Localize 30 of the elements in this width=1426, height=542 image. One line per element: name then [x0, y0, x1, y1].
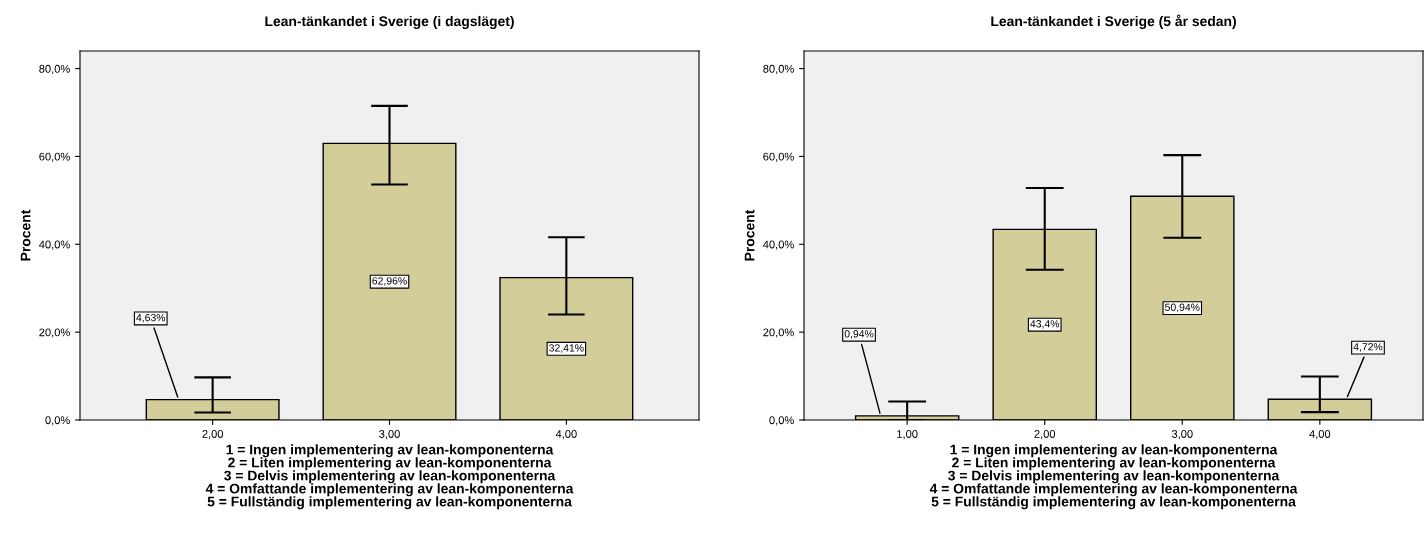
x-tick-label: 2,00: [1034, 430, 1056, 440]
x-tick-label: 3,00: [379, 430, 400, 440]
x-tick-label: 1,00: [897, 430, 918, 440]
y-axis-title: Procent: [20, 209, 31, 261]
y-tick-label: 20,0%: [763, 328, 794, 338]
chart-title: Lean-tänkandet i Sverige (5 år sedan): [991, 14, 1236, 29]
data-label: 4,72%: [1353, 343, 1383, 352]
y-tick-label: 0,0%: [45, 416, 70, 426]
data-label: 62,96%: [372, 277, 407, 286]
y-tick-label: 80,0%: [763, 64, 794, 75]
x-tick-label: 3,00: [1171, 430, 1193, 440]
x-axis-title: 1 = Ingen implementering av lean-komponenterna 2 = Liten implementering av lean-komponenterna 3 = Delvis implementering av lean-komponenterna 4 = Omfattande implementering av lean-komponenterna 5 = Fullständig implementering av lean-komponenterna: [205, 444, 574, 510]
y-tick-label: 40,0%: [763, 240, 794, 250]
y-tick-label: 80,0%: [39, 64, 70, 75]
data-label: 43,4%: [1030, 320, 1060, 329]
y-tick-label: 20,0%: [39, 328, 70, 338]
data-label: 0,94%: [844, 330, 874, 339]
y-tick-label: 0,0%: [769, 416, 794, 426]
y-tick-label: 40,0%: [39, 240, 70, 250]
y-tick-label: 60,0%: [763, 152, 794, 162]
data-label: 50,94%: [1165, 303, 1200, 313]
data-label: 32,41%: [549, 344, 584, 353]
y-axis-title: Procent: [744, 209, 755, 261]
x-tick-label: 2,00: [202, 430, 224, 440]
data-label: 4,63%: [136, 313, 166, 323]
x-tick-label: 4,00: [1309, 430, 1331, 440]
x-tick-label: 4,00: [555, 430, 577, 440]
y-tick-label: 60,0%: [39, 152, 70, 162]
x-axis-title: 1 = Ingen implementering av lean-komponenterna 2 = Liten implementering av lean-komponenterna 3 = Delvis implementering av lean-komponenterna 4 = Omfattande implementering av lean-komponenterna 5 = Fullständig implementering av lean-komponenterna: [929, 444, 1298, 510]
chart-title: Lean-tänkandet i Sverige (i dagsläget): [265, 15, 514, 29]
